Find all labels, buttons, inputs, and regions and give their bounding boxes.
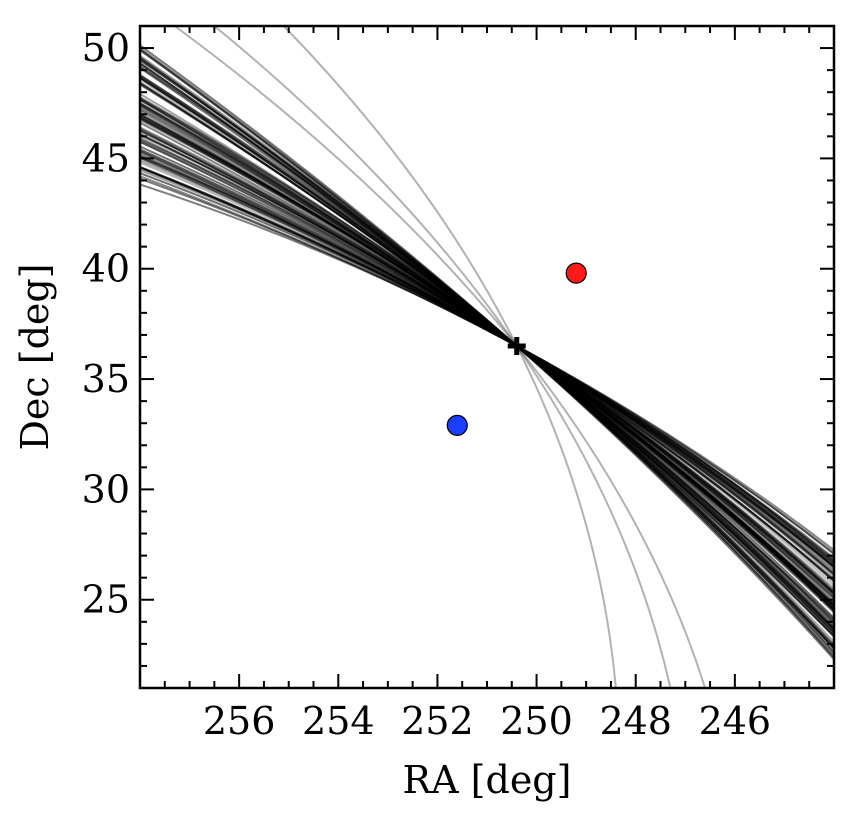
trajectory-curve xyxy=(140,65,834,653)
trajectory-curves xyxy=(140,26,834,688)
trajectory-curve xyxy=(140,96,834,631)
trajectory-curve-outlier xyxy=(174,26,707,688)
y-tick-label: 35 xyxy=(82,357,130,401)
x-tick-label: 252 xyxy=(401,699,474,743)
y-axis-label: Dec [deg] xyxy=(13,263,57,450)
y-tick-label: 40 xyxy=(82,247,130,291)
data-markers xyxy=(446,262,587,437)
x-axis-label: RA [deg] xyxy=(403,758,572,802)
pivot-marker xyxy=(507,336,526,355)
y-tick-label: 45 xyxy=(82,136,130,180)
x-tick-label: 250 xyxy=(500,699,573,743)
x-tick-label: 254 xyxy=(302,699,375,743)
data-point xyxy=(565,262,587,284)
tick-labels: 256 254 252 250 248 246 25 30 35 40 45 50 xyxy=(82,26,771,743)
trajectory-curve xyxy=(140,65,834,643)
trajectory-curve-outlier xyxy=(283,26,617,688)
trajectory-curve xyxy=(140,67,834,637)
y-tick-label: 25 xyxy=(82,578,130,622)
plot-frame xyxy=(138,24,836,690)
x-tick-label: 256 xyxy=(203,699,276,743)
x-tick-label: 248 xyxy=(599,699,672,743)
x-tick-label: 246 xyxy=(699,699,772,743)
data-point xyxy=(446,414,468,437)
y-tick-label: 30 xyxy=(82,467,130,511)
y-tick-label: 50 xyxy=(82,26,130,70)
